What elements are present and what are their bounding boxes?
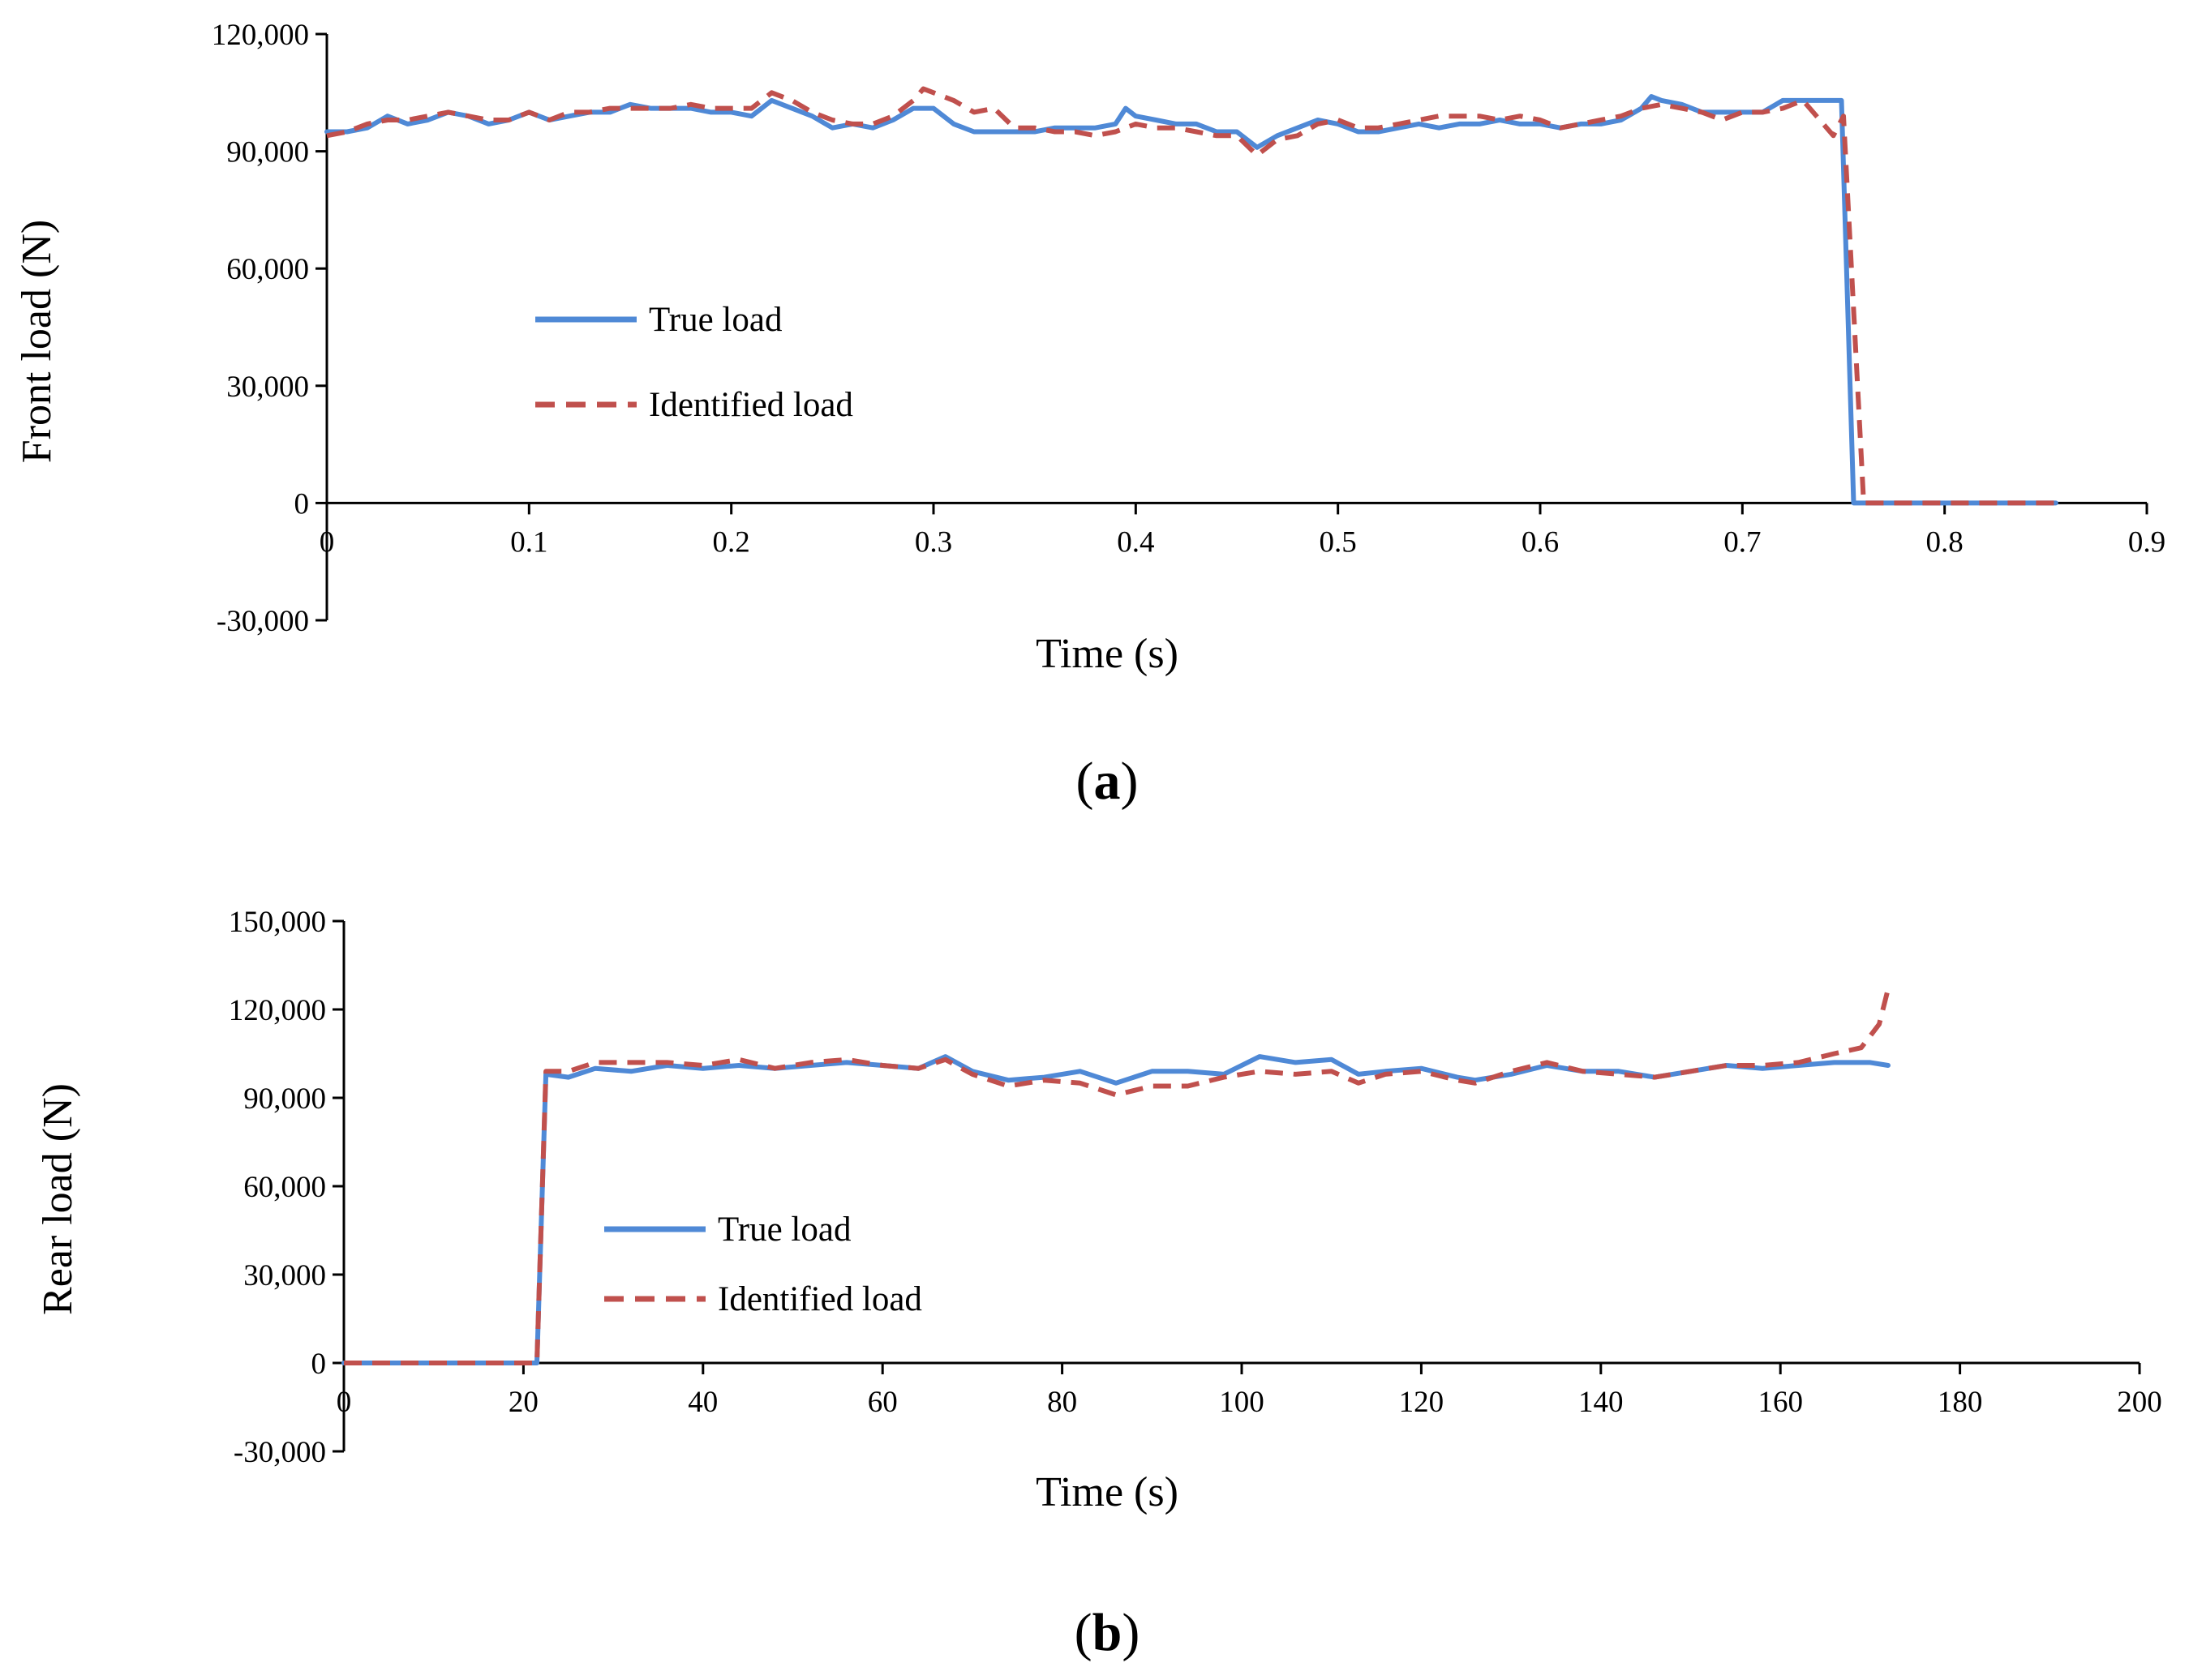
panel-a-label-letter: a xyxy=(1094,752,1121,811)
panel-b-label-letter: b xyxy=(1092,1603,1122,1662)
panel-a-y-tick-label: 120,000 xyxy=(212,19,309,52)
panel-b-x-tick-label: 120 xyxy=(1399,1386,1444,1419)
panel-b-legend: True load Identified load xyxy=(604,1211,922,1318)
panel-a-x-tick-label: 0.1 xyxy=(510,525,547,559)
panel-a-x-axis-title: Time (s) xyxy=(1036,631,1178,677)
panel-a-x-tick-label: 0.7 xyxy=(1723,525,1761,559)
panel-a-legend: True load Identified load xyxy=(535,301,853,424)
panel-b-x-tick-label: 40 xyxy=(688,1386,718,1419)
panel-b-x-tick-label: 200 xyxy=(2117,1386,2162,1419)
panel-b-series-identified-load xyxy=(344,988,1891,1365)
panel-a-series xyxy=(324,86,2058,506)
panel-b-x-tick-label: 80 xyxy=(1047,1386,1077,1419)
panel-b-x-tick-label: 100 xyxy=(1219,1386,1264,1419)
panel-b-y-tick-label: 150,000 xyxy=(229,906,326,939)
panel-a-y-tick-label: 90,000 xyxy=(226,136,309,169)
panel-b-legend-identified-load-label: Identified load xyxy=(718,1280,922,1318)
panel-a-x-tick-label: 0.5 xyxy=(1320,525,1357,559)
panel-b-y-tick-label: 120,000 xyxy=(229,994,326,1027)
panel-a-y-ticks: -30,000 0 30,000 60,000 90,000 120,000 xyxy=(212,19,327,638)
panel-a-x-tick-label: 0.3 xyxy=(915,525,952,559)
panel-b-series-true-load xyxy=(341,1054,1891,1365)
panel-b-y-tick-label: 0 xyxy=(311,1348,327,1381)
panel-a-x-tick-label: 0.2 xyxy=(713,525,750,559)
panel-b-rear-load-chart: 0 20 40 60 80 100 120 140 160 180 200 -30,000 0 30,0… xyxy=(35,906,2162,1662)
panel-b-y-tick-label: -30,000 xyxy=(234,1436,326,1469)
panel-b-y-tick-label: 60,000 xyxy=(243,1171,326,1204)
panel-a-x-tick-label: 0 xyxy=(320,525,335,559)
panel-a-axes xyxy=(325,34,2147,620)
panel-b-legend-true-load-label: True load xyxy=(718,1211,851,1249)
panel-a-legend-identified-load-label: Identified load xyxy=(649,386,853,424)
panel-a-x-tick-label: 0.4 xyxy=(1117,525,1154,559)
panel-b-x-tick-label: 160 xyxy=(1758,1386,1803,1419)
panel-b-x-tick-label: 20 xyxy=(509,1386,539,1419)
panel-a-front-load-chart: 0 0.1 0.2 0.3 0.4 0.5 0.6 0.7 0.8 0.9 -30,000 0 30,… xyxy=(14,19,2165,811)
panel-a-y-tick-label: 30,000 xyxy=(226,371,309,404)
panel-b-y-ticks: -30,000 0 30,000 60,000 90,000 120,000 150,000 xyxy=(229,906,344,1469)
panel-a-series-true-load xyxy=(324,94,2058,506)
panel-a-y-tick-label: 60,000 xyxy=(226,253,309,286)
panel-a-y-axis-title: Front load (N) xyxy=(14,220,60,463)
panel-a-label: (a) xyxy=(1076,752,1139,811)
panel-b-y-tick-label: 30,000 xyxy=(243,1259,326,1292)
panel-a-x-ticks: 0 0.1 0.2 0.3 0.4 0.5 0.6 0.7 0.8 0.9 xyxy=(320,503,2165,559)
panel-b-x-tick-label: 60 xyxy=(868,1386,898,1419)
panel-b-x-tick-label: 0 xyxy=(337,1386,352,1419)
panel-b-x-axis-title: Time (s) xyxy=(1036,1469,1178,1515)
panel-b-y-axis-title: Rear load (N) xyxy=(35,1083,81,1315)
panel-b-y-tick-label: 90,000 xyxy=(243,1082,326,1116)
panel-a-x-tick-label: 0.6 xyxy=(1522,525,1559,559)
panel-b-series xyxy=(341,988,1891,1365)
panel-b-x-tick-label: 140 xyxy=(1578,1386,1624,1419)
panel-a-x-tick-label: 0.8 xyxy=(1926,525,1964,559)
panel-a-legend-true-load-label: True load xyxy=(649,301,782,339)
panel-b-x-tick-label: 180 xyxy=(1938,1386,1983,1419)
panel-a-x-tick-label: 0.9 xyxy=(2128,525,2165,559)
panel-a-y-tick-label: 0 xyxy=(294,487,310,521)
panel-a-y-tick-label: -30,000 xyxy=(217,605,309,638)
panel-a-series-identified-load xyxy=(326,86,2056,506)
panel-b-x-ticks: 0 20 40 60 80 100 120 140 160 180 200 xyxy=(337,1363,2162,1419)
panel-b-label: (b) xyxy=(1075,1603,1140,1662)
